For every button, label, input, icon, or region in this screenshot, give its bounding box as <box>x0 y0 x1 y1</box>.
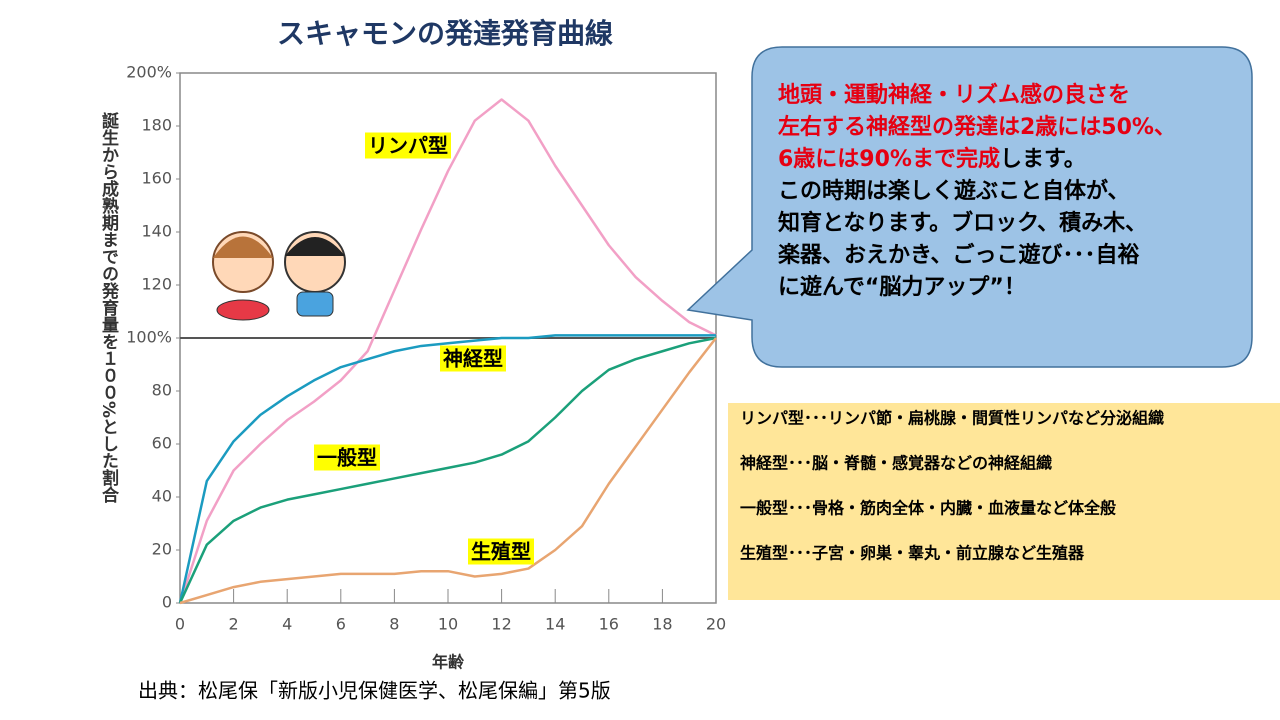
callout-text: この時期は楽しく遊ぶこと自体が、 <box>778 178 1130 204</box>
note: 生殖型･･･子宮・卵巣・睾丸・前立腺など生殖器 <box>740 544 1085 563</box>
callout-line: 知育となります。ブロック、積み木、 <box>778 210 1147 236</box>
callout-text: 左右する神経型の発達は2歳には50%、 <box>778 114 1176 140</box>
callout-line: 左右する神経型の発達は2歳には50%、 <box>778 114 1176 140</box>
series-line <box>179 337 717 605</box>
notes-box <box>728 403 1280 600</box>
series-line <box>178 98 717 604</box>
y-tick-label: 60 <box>152 434 172 453</box>
y-tick-label: 120 <box>141 275 172 294</box>
series-line <box>178 334 716 604</box>
x-tick-label: 12 <box>491 615 511 634</box>
chart-title: スキャモンの発達発育曲線 <box>277 17 613 50</box>
source: 出典：松尾保「新版小児保健医学、松尾保編」第5版 <box>138 679 611 703</box>
callout-text: 地頭・運動神経・リズム感の良さを <box>778 82 1130 108</box>
callout-text: 楽器、おえかき、ごっこ遊び･･･自裕 <box>778 242 1139 268</box>
series-label-bg <box>314 444 380 471</box>
callout-line: 6歳には90%まで完成します。 <box>778 146 1086 172</box>
callout-line: に遊んで“脳力アップ”！ <box>778 274 1026 300</box>
kids-illustration <box>212 231 346 321</box>
series-label: 神経型 <box>443 347 503 371</box>
series-label: 一般型 <box>317 446 377 470</box>
x-tick-label: 10 <box>438 615 458 634</box>
note: 一般型･･･骨格・筋肉全体・内臓・血液量など体全般 <box>740 499 1116 518</box>
x-tick-label: 20 <box>706 615 726 634</box>
note: リンパ型･･･リンパ節・扁桃腺・間質性リンパなど分泌組織 <box>740 409 1164 428</box>
x-tick-label: 0 <box>175 615 185 634</box>
y-tick-label: 80 <box>152 381 172 400</box>
callout-text: に遊んで“脳力アップ”！ <box>778 274 1026 300</box>
callout-line: この時期は楽しく遊ぶこと自体が、 <box>778 178 1130 204</box>
y-tick-label: 140 <box>141 222 172 241</box>
series-label-bg <box>468 538 534 565</box>
x-tick-label: 6 <box>336 615 346 634</box>
y-tick-label: 100% <box>126 328 172 347</box>
series-label-bg <box>365 132 451 159</box>
y-tick-label: 40 <box>152 487 172 506</box>
x-tick-label: 18 <box>652 615 672 634</box>
x-tick-label: 8 <box>389 615 399 634</box>
y-tick-label: 20 <box>152 540 172 559</box>
y-tick-label: 200% <box>126 63 172 82</box>
y-tick-label: 180 <box>141 116 172 135</box>
x-tick-label: 4 <box>282 615 292 634</box>
y-tick-label: 0 <box>162 593 172 612</box>
x-axis-title: 年齢 <box>432 653 465 672</box>
series-label: リンパ型 <box>368 134 448 158</box>
note: 神経型･･･脳・脊髄・感覚器などの神経組織 <box>740 454 1052 473</box>
series-line <box>178 336 717 604</box>
x-tick-label: 2 <box>229 615 239 634</box>
y-axis-title: 誕生から成熟期までの発育量を１００%とした割合 <box>98 111 120 504</box>
x-tick-label: 14 <box>545 615 565 634</box>
x-tick-label: 16 <box>599 615 619 634</box>
callout-text: します。 <box>1000 147 1086 172</box>
y-tick-label: 160 <box>141 169 172 188</box>
callout-line: 地頭・運動神経・リズム感の良さを <box>778 82 1130 108</box>
series-label-bg <box>440 345 506 372</box>
series-label: 生殖型 <box>471 540 531 564</box>
callout-text: 6歳には90%まで完成 <box>778 146 1000 172</box>
callout-text: 知育となります。ブロック、積み木、 <box>778 210 1147 236</box>
callout-bubble <box>686 46 1253 368</box>
callout-line: 楽器、おえかき、ごっこ遊び･･･自裕 <box>778 242 1139 268</box>
